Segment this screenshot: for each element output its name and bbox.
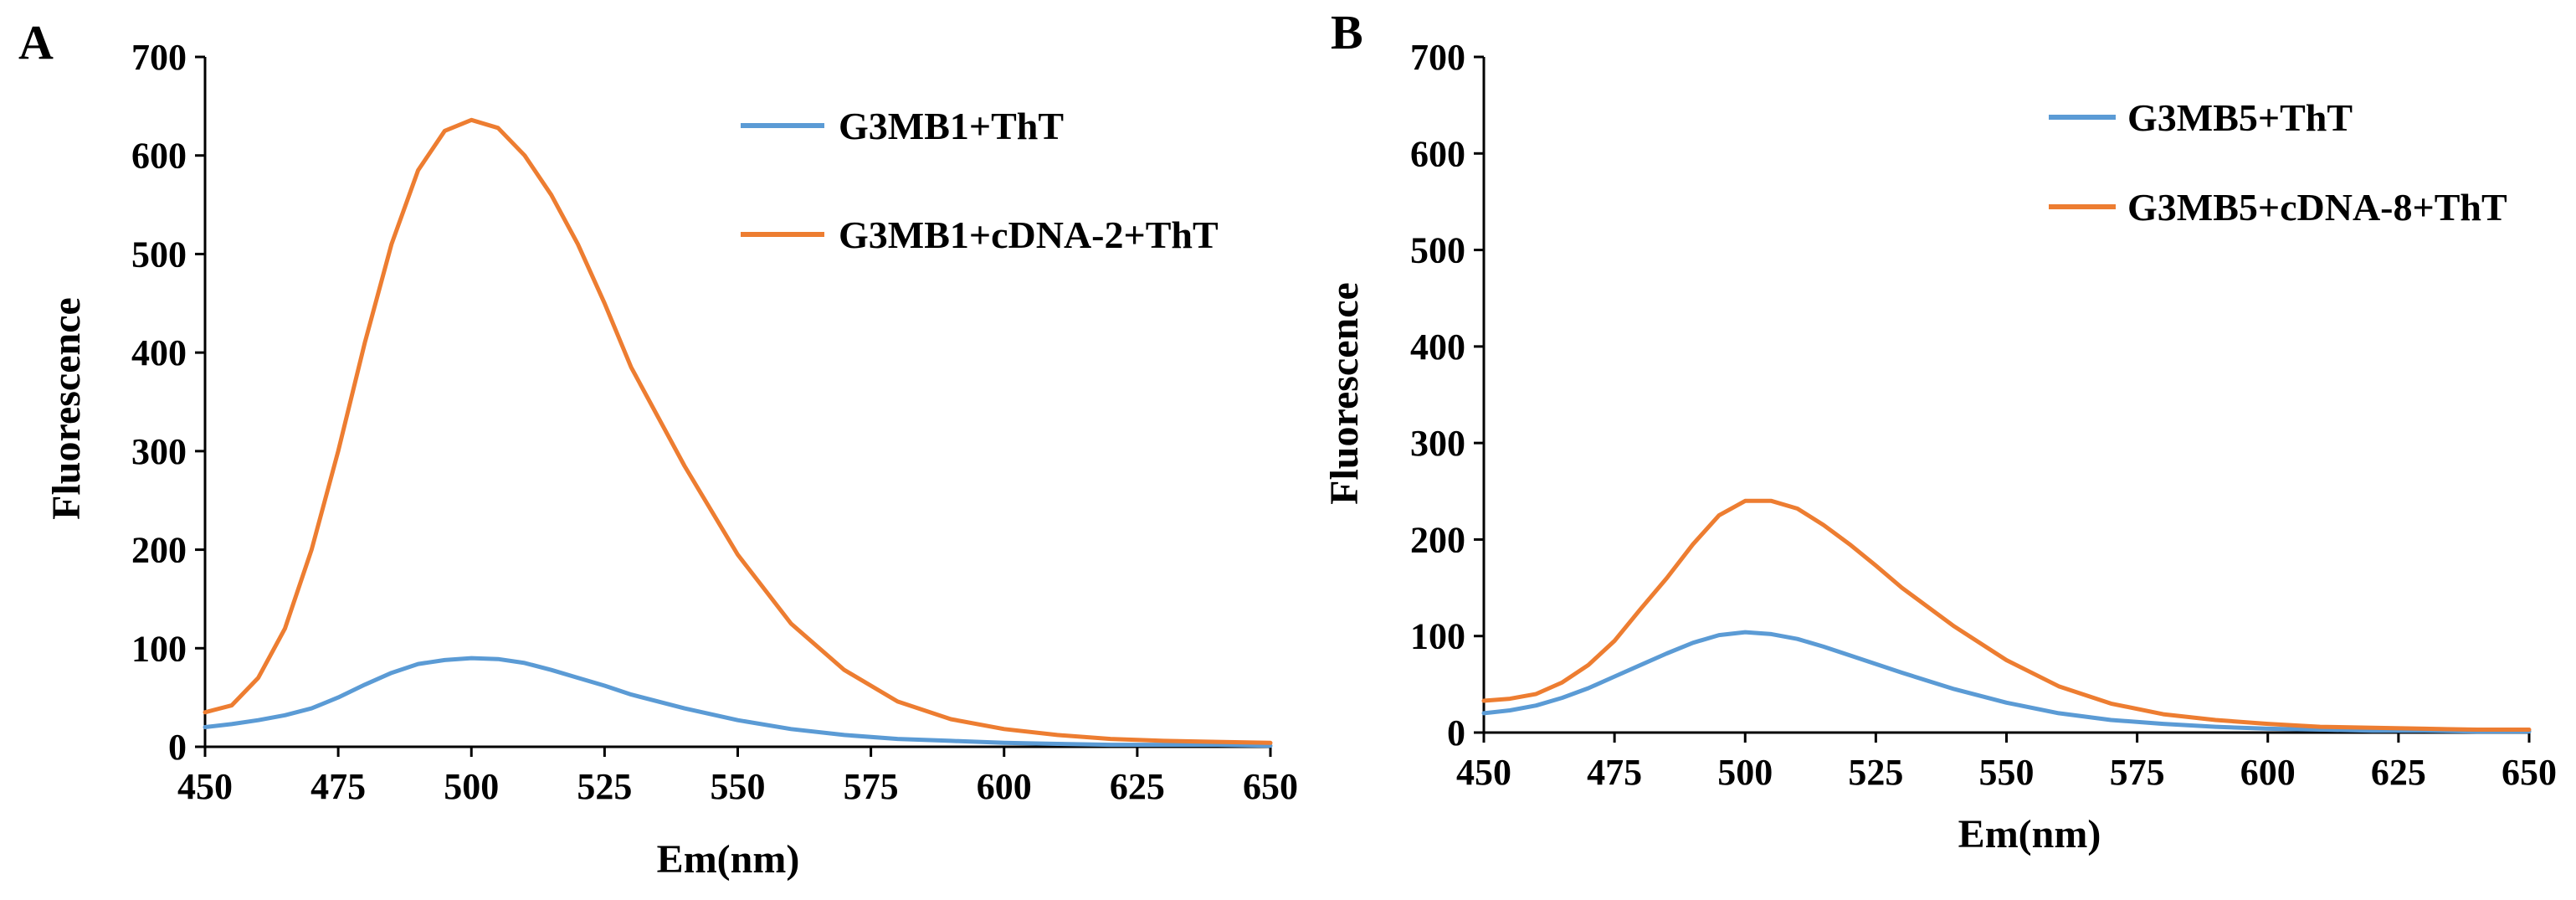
panel-a-x-tick-label: 475 [310,766,366,807]
panel-b-x-tick-label: 550 [1979,752,2035,793]
panel-b-x-axis-title: Em(nm) [1958,812,2101,856]
panel-b-letter: B [1331,5,1363,59]
panel-a-y-tick-label: 200 [131,530,187,571]
panel-a-x-tick-label: 650 [1243,766,1298,807]
panel-b-y-axis-title: Fluorescence [1322,282,1367,505]
panel-a-y-tick-label: 0 [168,727,187,768]
panel-b-y-tick-label: 700 [1410,37,1465,78]
panel-a-x-tick-label: 450 [177,766,233,807]
panel-b-x-tick-label: 525 [1848,752,1903,793]
panel-a-x-tick-label: 625 [1110,766,1165,807]
panel-b-x-tick-label: 650 [2502,752,2557,793]
panel-b-y-tick-label: 0 [1447,712,1465,753]
panel-a-y-tick-label: 100 [131,628,187,669]
panel-a-x-tick-label: 575 [844,766,899,807]
panel-a-series-line-2 [203,117,1273,745]
panel-a-y-axis-title: Fluorescence [44,297,89,520]
panel-a-legend: G3MB1+ThT G3MB1+cDNA-2+ThT [741,105,1219,256]
panel-a-x-tick-label: 550 [711,766,766,807]
panel-a: A Fluorescence Em(nm) 0 100 200 300 400 500 60… [18,15,1298,882]
panel-b-x-tick-label: 450 [1456,752,1511,793]
panel-a-x-tick-label: 600 [977,766,1032,807]
panel-a-series [203,117,1273,748]
panel-b-series-line-1 [1481,630,2532,734]
panel-b-y-tick-label: 100 [1410,616,1465,657]
panel-a-x-tick-label: 500 [444,766,499,807]
panel-b-y-tick-label: 300 [1410,423,1465,464]
panel-b-y-tick-label: 600 [1410,133,1465,174]
panel-b-y-tick-label: 200 [1410,519,1465,560]
panel-b-x-tick-label: 600 [2240,752,2296,793]
panel-a-y-tick-label: 400 [131,332,187,373]
panel-a-x-axis-title: Em(nm) [657,837,800,882]
panel-a-legend-label-2: G3MB1+cDNA-2+ThT [839,213,1219,256]
panel-b-y-tick-label: 400 [1410,327,1465,368]
panel-a-legend-label-1: G3MB1+ThT [839,105,1064,147]
panel-b-legend: G3MB5+ThT G3MB5+cDNA-8+ThT [2049,96,2507,229]
panel-b-legend-label-2: G3MB5+cDNA-8+ThT [2127,186,2507,229]
panel-b: B Fluorescence Em(nm) 0 100 200 300 400 500 60… [1322,5,2557,856]
panel-a-y-tick-label: 300 [131,431,187,472]
panel-b-axes: 0 100 200 300 400 500 600 700 450 475 500 525 550 575… [1410,37,2557,793]
panel-a-x-tick-label: 525 [577,766,632,807]
panel-b-x-tick-label: 475 [1587,752,1642,793]
panel-b-x-tick-label: 625 [2371,752,2426,793]
panel-a-axes: 0 100 200 300 400 500 600 700 450 475 500 525 550 575… [131,37,1298,807]
panel-b-y-tick-label: 500 [1410,230,1465,271]
panel-a-y-tick-label: 700 [131,37,187,78]
panel-a-letter: A [18,15,54,69]
panel-a-series-line-1 [203,656,1273,748]
panel-b-x-tick-label: 500 [1717,752,1773,793]
panel-a-y-tick-label: 600 [131,136,187,177]
panel-a-y-tick-label: 500 [131,234,187,275]
panel-b-series-line-2 [1481,498,2532,732]
panel-b-series [1481,498,2532,734]
panel-b-x-tick-label: 575 [2110,752,2165,793]
panel-b-legend-label-1: G3MB5+ThT [2127,96,2353,139]
